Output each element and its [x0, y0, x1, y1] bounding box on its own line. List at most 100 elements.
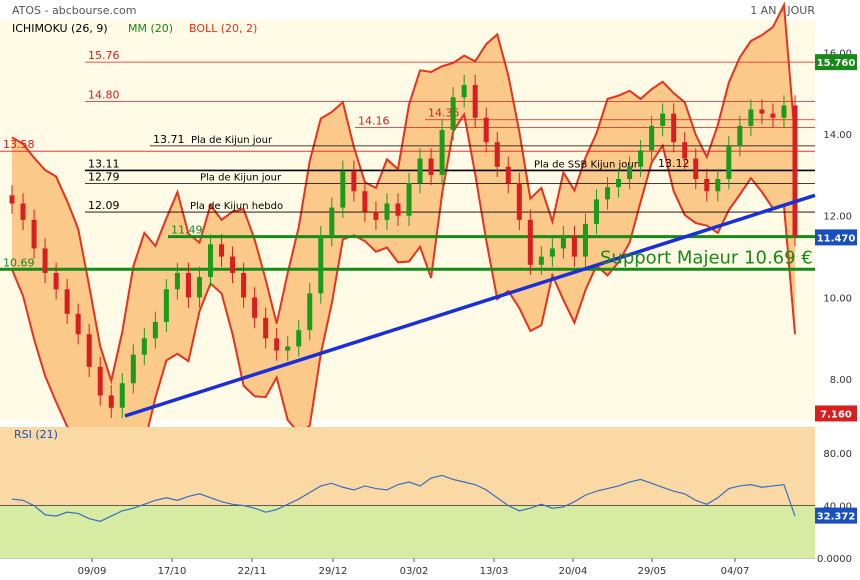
candle-body	[472, 85, 478, 118]
rsi-title: RSI (21)	[14, 428, 58, 441]
candle-body	[274, 338, 280, 351]
bollinger-upper-band	[11, 1, 796, 385]
price-badge-last-bg	[815, 229, 857, 246]
level-note-13-71: Pla de Kijun jour	[191, 135, 273, 146]
candle-body	[384, 203, 390, 220]
rsi-y-tick: 80.00	[823, 449, 852, 460]
legend-mm: MM (20)	[128, 22, 173, 35]
price-badge-low-bg	[815, 405, 857, 422]
rsi-last-value-badge: 32.372	[817, 512, 856, 523]
x-tick: 04/07	[721, 566, 750, 577]
x-tick: 29/12	[319, 566, 348, 577]
candle-body	[75, 313, 81, 335]
candle-body	[296, 330, 302, 347]
candle-body	[627, 166, 633, 179]
level-label-14-80: 14.80	[88, 88, 120, 101]
candle-body	[571, 236, 577, 257]
price-badge-last: 11.470	[817, 233, 856, 244]
candle-body	[373, 211, 379, 220]
x-tick: 17/10	[158, 566, 187, 577]
x-tick: 20/04	[559, 566, 588, 577]
trend-line	[124, 193, 816, 418]
candle-body	[682, 142, 688, 159]
candle-body	[759, 109, 765, 114]
candle-body	[715, 178, 721, 192]
level-note-12-09: Pla de Kijun hebdo	[190, 201, 283, 212]
candle-body	[671, 113, 677, 143]
price-badge-high-bg	[815, 54, 857, 71]
candle-body	[64, 289, 70, 314]
rsi-line	[11, 474, 796, 522]
candle-body	[108, 395, 114, 408]
candle-body	[53, 272, 59, 290]
level-label-15-76: 15.76	[88, 49, 120, 62]
chart-period: 1 AN - JOUR	[750, 4, 815, 17]
level-label-12-79: 12.79	[88, 170, 120, 183]
candle-body	[141, 338, 147, 355]
x-tick: 13/03	[480, 566, 509, 577]
candle-body	[549, 248, 555, 257]
price-y-tick: 10.00	[823, 293, 852, 304]
price-y-tick: 14.00	[823, 130, 852, 141]
candle-body	[196, 277, 202, 298]
candle-body	[9, 195, 15, 204]
candle-body	[605, 187, 611, 200]
candle-body	[538, 256, 544, 265]
chart-header: ATOS - abcbourse.com 1 AN - JOUR ICHIMOK…	[12, 4, 815, 35]
candle-body	[285, 346, 291, 351]
rsi-badge-bg	[815, 507, 857, 524]
candle-body	[208, 244, 214, 278]
level-label-13-12: 13.12	[658, 157, 690, 170]
candle-body	[163, 289, 169, 322]
price-badge-high: 15.760	[817, 58, 856, 69]
candle-body	[406, 183, 412, 216]
level-label-12-09: 12.09	[88, 199, 120, 212]
bollinger-band-fill	[12, 4, 795, 448]
rsi-oversold-zone	[0, 505, 815, 558]
candle-body	[770, 113, 776, 118]
candle-body	[97, 366, 103, 396]
candle-body	[527, 219, 533, 265]
level-label-10-69: 10.69	[3, 256, 35, 269]
candle-body	[638, 150, 644, 167]
level-label-11-49: 11.49	[171, 224, 203, 237]
candle-body	[152, 321, 158, 339]
candle-body	[494, 142, 500, 167]
candle-body	[792, 105, 798, 237]
candle-body	[20, 203, 26, 220]
price-badge-low: 7.160	[820, 409, 852, 420]
candle-body	[340, 170, 346, 208]
candle-body	[307, 293, 313, 331]
legend-boll: BOLL (20, 2)	[189, 22, 257, 35]
chart-title: ATOS - abcbourse.com	[12, 4, 136, 17]
level-note-13-11: Pla de SSB Kijun jour	[534, 159, 639, 170]
candle-body	[362, 191, 368, 212]
candle-body	[693, 158, 699, 179]
level-label-14-16: 14.16	[358, 115, 390, 128]
rsi-y-tick: 40.00	[823, 502, 852, 513]
candle-body	[174, 272, 180, 290]
candle-body	[42, 248, 48, 273]
candle-body	[86, 334, 92, 367]
legend-ichimoku: ICHIMOKU (26, 9)	[12, 22, 108, 35]
level-label-13-11: 13.11	[88, 157, 120, 170]
candle-body	[31, 219, 37, 249]
candle-body	[263, 317, 269, 339]
candle-body	[230, 256, 236, 273]
candle-body	[130, 354, 136, 384]
candle-body	[505, 166, 511, 184]
level-note-12-79: Pla de Kijun jour	[200, 172, 282, 183]
candle-body	[483, 117, 489, 143]
candle-body	[516, 183, 522, 220]
x-tick: 09/09	[78, 566, 107, 577]
x-tick: 29/05	[638, 566, 667, 577]
candle-body	[593, 199, 599, 224]
candle-body	[219, 244, 225, 257]
level-label-13-71: 13.71	[153, 133, 185, 146]
candle-body	[252, 297, 258, 318]
rsi-y-tick: 0.0000	[817, 554, 852, 565]
x-tick: 22/11	[238, 566, 267, 577]
candle-body	[185, 272, 191, 298]
price-y-tick: 8.00	[830, 375, 852, 386]
